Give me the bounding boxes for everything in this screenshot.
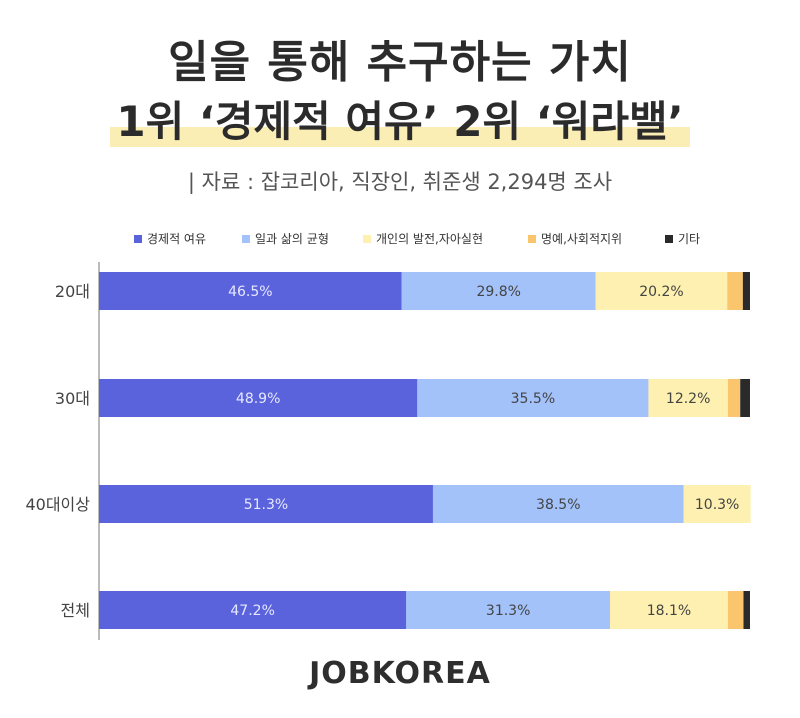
legend-label-0: 경제적 여유 [147,232,206,246]
legend-swatch-1 [242,235,250,243]
legend-label-4: 기타 [678,232,700,246]
chart-subtitle-text: 1위 ‘경제적 여유’ 2위 ‘워라밸’ [116,97,684,146]
legend-swatch-2 [363,235,371,243]
legend-swatch-3 [528,235,536,243]
bar-label-3-2: 18.1% [647,603,691,619]
bar-label-0-2: 20.2% [639,284,683,300]
bar-label-0-0: 46.5% [228,284,272,300]
bar-label-3-1: 31.3% [486,603,530,619]
bar-0-3 [727,272,743,310]
bar-label-2-2: 10.3% [695,497,739,513]
bar-1-0 [99,379,418,417]
bar-2-0 [99,485,433,523]
bar-0-0 [99,272,402,310]
bar-1-3 [727,379,741,417]
bar-label-1-1: 35.5% [511,391,555,407]
legend: 경제적 여유 일과 삶의 균형 개인의 발전,자아실현 명예,사회적지위 기타 [134,232,700,246]
chart-subtitle-wrap: 1위 ‘경제적 여유’ 2위 ‘워라밸’ [0,88,800,149]
bar-label-3-0: 47.2% [230,603,274,619]
brand-logo: JOBKOREA [309,656,491,691]
category-label-2: 40대이상 [25,495,90,514]
bar-1-4 [740,379,750,417]
legend-swatch-0 [134,235,142,243]
bar-3-3 [727,591,744,629]
legend-swatch-4 [665,235,673,243]
bar-2-1 [432,485,684,523]
bar-0-1 [401,272,596,310]
legend-label-3: 명예,사회적지위 [541,232,622,246]
bar-label-2-1: 38.5% [536,497,580,513]
bar-3-2 [610,591,728,629]
category-label-1: 30대 [55,389,90,408]
category-label-0: 20대 [55,282,90,301]
bar-3-4 [743,591,750,629]
bars: 46.5% 29.8% 20.2% 48.9% 35.5% 12.2% 51.3% 38.5%… [99,272,751,629]
chart-subtitle: 1위 ‘경제적 여유’ 2위 ‘워라밸’ [110,88,690,149]
bar-1-1 [417,379,649,417]
bar-3-0 [99,591,407,629]
bar-0-2 [595,272,728,310]
bar-0-4 [742,272,750,310]
bar-label-1-2: 12.2% [666,391,710,407]
legend-label-2: 개인의 발전,자아실현 [376,232,483,246]
bar-label-0-1: 29.8% [476,284,520,300]
legend-label-1: 일과 삶의 균형 [255,232,329,246]
bar-3-1 [406,591,611,629]
chart-title: 일을 통해 추구하는 가치 [168,37,632,88]
bar-label-2-0: 51.3% [244,497,288,513]
source-note: | 자료 : 잡코리아, 직장인, 취준생 2,294명 조사 [187,170,613,194]
bar-2-2 [683,485,751,523]
bar-label-1-0: 48.9% [236,391,280,407]
category-label-3: 전체 [61,601,90,620]
bar-1-2 [648,379,728,417]
